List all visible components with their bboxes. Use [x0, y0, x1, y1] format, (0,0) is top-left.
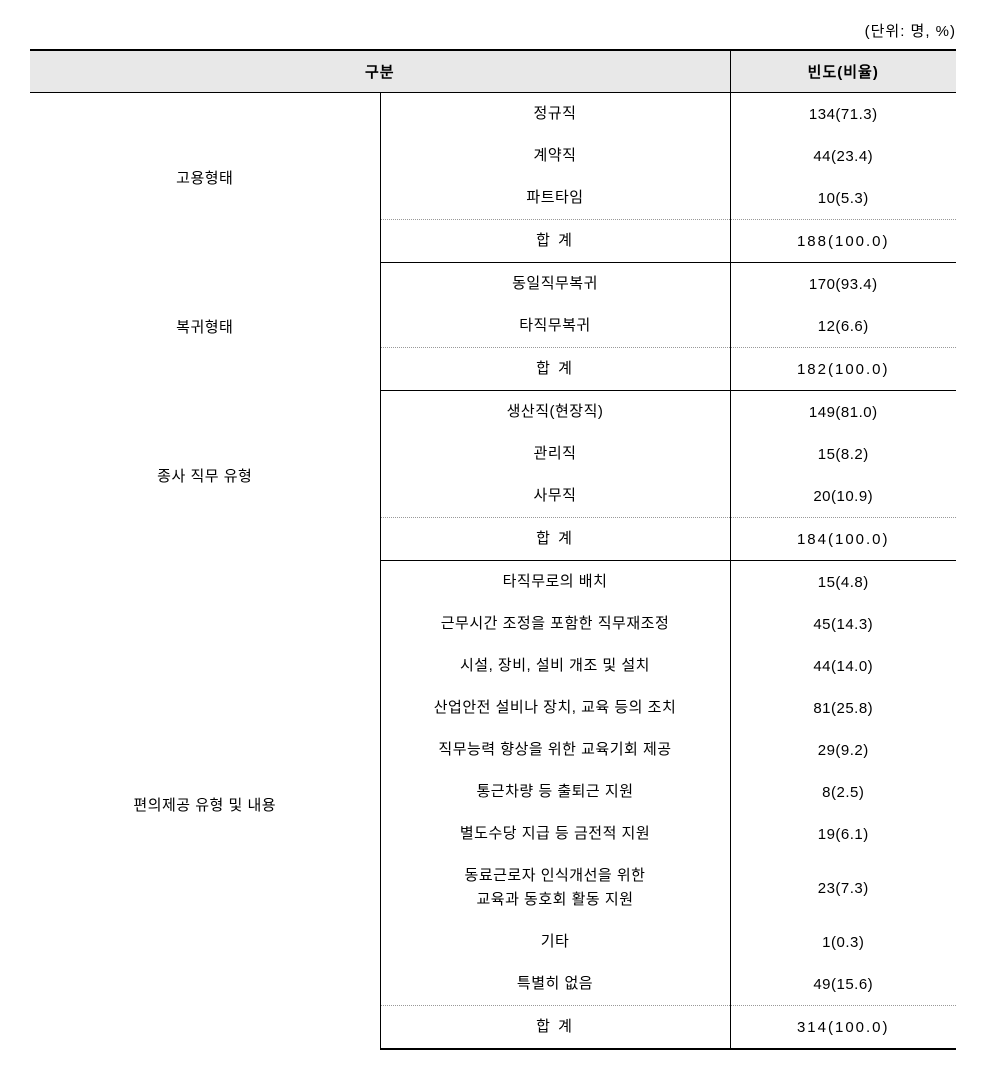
item-label: 특별히 없음 — [380, 963, 730, 1006]
item-label: 정규직 — [380, 93, 730, 136]
item-value: 149(81.0) — [730, 391, 956, 434]
subtotal-label: 합 계 — [380, 1006, 730, 1050]
item-value: 49(15.6) — [730, 963, 956, 1006]
subtotal-label: 합 계 — [380, 518, 730, 561]
subtotal-label: 합 계 — [380, 220, 730, 263]
item-value: 19(6.1) — [730, 813, 956, 855]
item-value: 44(23.4) — [730, 135, 956, 177]
item-label: 타직무복귀 — [380, 305, 730, 348]
item-value: 45(14.3) — [730, 603, 956, 645]
item-value: 23(7.3) — [730, 855, 956, 921]
item-value: 44(14.0) — [730, 645, 956, 687]
item-value: 1(0.3) — [730, 921, 956, 963]
subtotal-value: 314(100.0) — [730, 1006, 956, 1050]
table-row: 복귀형태동일직무복귀170(93.4) — [30, 263, 956, 306]
header-row: 구분 빈도(비율) — [30, 50, 956, 93]
item-label: 직무능력 향상을 위한 교육기회 제공 — [380, 729, 730, 771]
group-label: 고용형태 — [30, 93, 380, 263]
item-value: 10(5.3) — [730, 177, 956, 220]
group-label: 종사 직무 유형 — [30, 391, 380, 561]
item-label: 동일직무복귀 — [380, 263, 730, 306]
data-table: 구분 빈도(비율) 고용형태정규직134(71.3)계약직44(23.4)파트타… — [30, 49, 956, 1050]
subtotal-value: 182(100.0) — [730, 348, 956, 391]
item-value: 29(9.2) — [730, 729, 956, 771]
item-value: 15(8.2) — [730, 433, 956, 475]
item-label: 관리직 — [380, 433, 730, 475]
item-label: 기타 — [380, 921, 730, 963]
item-label: 생산직(현장직) — [380, 391, 730, 434]
item-label: 근무시간 조정을 포함한 직무재조정 — [380, 603, 730, 645]
header-value: 빈도(비율) — [730, 50, 956, 93]
item-label: 계약직 — [380, 135, 730, 177]
item-value: 134(71.3) — [730, 93, 956, 136]
item-value: 12(6.6) — [730, 305, 956, 348]
subtotal-value: 184(100.0) — [730, 518, 956, 561]
item-value: 8(2.5) — [730, 771, 956, 813]
item-value: 170(93.4) — [730, 263, 956, 306]
table-row: 종사 직무 유형생산직(현장직)149(81.0) — [30, 391, 956, 434]
item-label: 산업안전 설비나 장치, 교육 등의 조치 — [380, 687, 730, 729]
table-row: 고용형태정규직134(71.3) — [30, 93, 956, 136]
item-value: 81(25.8) — [730, 687, 956, 729]
item-value: 15(4.8) — [730, 561, 956, 604]
header-category: 구분 — [30, 50, 730, 93]
table-row: 편의제공 유형 및 내용타직무로의 배치15(4.8) — [30, 561, 956, 604]
subtotal-label: 합 계 — [380, 348, 730, 391]
item-label: 파트타임 — [380, 177, 730, 220]
group-label: 편의제공 유형 및 내용 — [30, 561, 380, 1050]
item-label: 동료근로자 인식개선을 위한교육과 동호회 활동 지원 — [380, 855, 730, 921]
item-value: 20(10.9) — [730, 475, 956, 518]
item-label: 사무직 — [380, 475, 730, 518]
item-label: 시설, 장비, 설비 개조 및 설치 — [380, 645, 730, 687]
item-label: 통근차량 등 출퇴근 지원 — [380, 771, 730, 813]
subtotal-value: 188(100.0) — [730, 220, 956, 263]
item-label: 별도수당 지급 등 금전적 지원 — [380, 813, 730, 855]
item-label: 타직무로의 배치 — [380, 561, 730, 604]
unit-label: (단위: 명, %) — [30, 20, 956, 41]
group-label: 복귀형태 — [30, 263, 380, 391]
